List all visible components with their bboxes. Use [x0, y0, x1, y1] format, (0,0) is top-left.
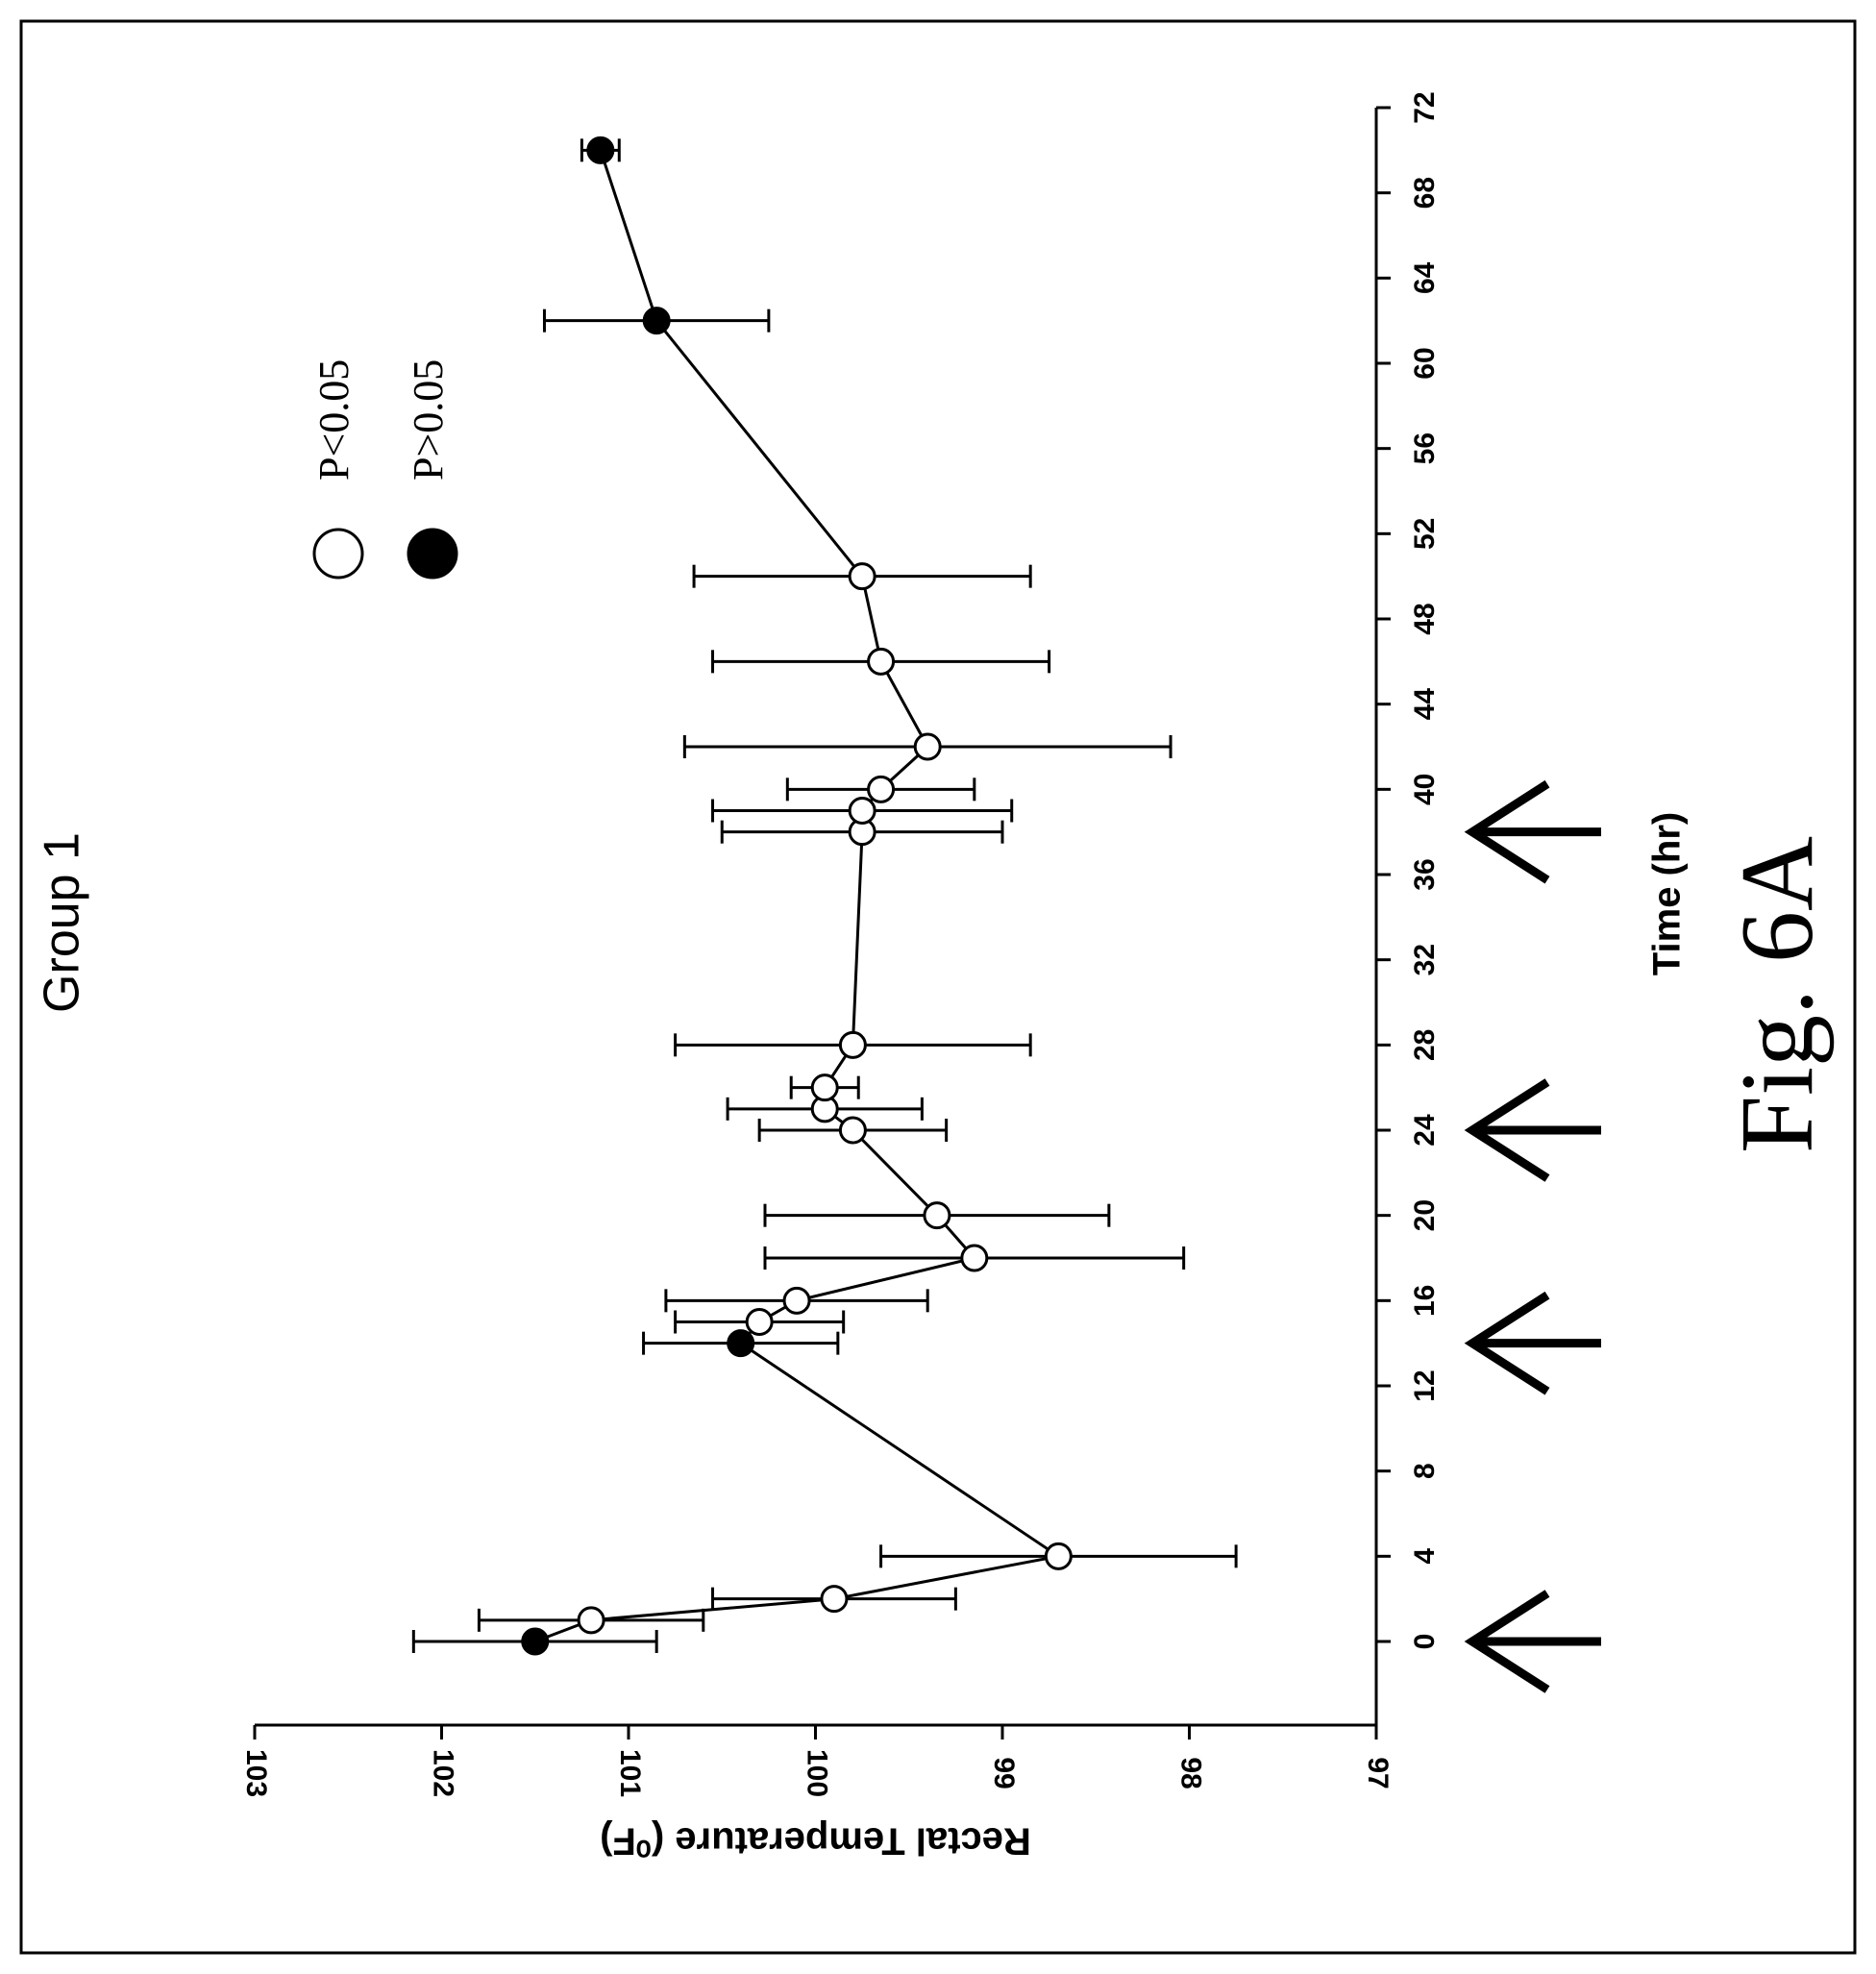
- x-axis-title: Time (hr): [1646, 812, 1689, 975]
- open-point: [810, 1073, 839, 1102]
- open-point: [848, 797, 876, 825]
- x-tick-label: 4: [1409, 1548, 1441, 1565]
- x-tick-label: 52: [1409, 518, 1441, 550]
- open-point: [960, 1244, 989, 1272]
- x-tick-label: 32: [1409, 944, 1441, 975]
- open-point: [867, 775, 896, 803]
- open-point: [838, 1030, 867, 1059]
- x-tick-label: 44: [1409, 688, 1441, 721]
- x-tick-label: 0: [1409, 1634, 1441, 1650]
- chart-title: Group 1: [35, 832, 90, 1013]
- data-series: [411, 136, 1238, 1656]
- filled-point: [586, 136, 615, 164]
- x-tick-label: 72: [1409, 91, 1441, 123]
- open-point: [745, 1308, 774, 1336]
- x-tick-label: 12: [1409, 1369, 1441, 1401]
- open-point: [1044, 1542, 1073, 1570]
- x-tick-label: 8: [1409, 1463, 1441, 1479]
- x-tick-label: 68: [1409, 177, 1441, 209]
- dose-arrows: [1464, 779, 1601, 1693]
- x-tick-label: 64: [1409, 261, 1441, 294]
- filled-point: [727, 1329, 755, 1358]
- figure-caption: Fig. 6A: [1720, 836, 1835, 1153]
- open-point: [577, 1606, 605, 1635]
- y-tick-label: 98: [1175, 1757, 1207, 1789]
- legend-open-circle-icon: [312, 528, 364, 580]
- arrow-head-icon: [1464, 1590, 1550, 1693]
- legend-filled-circle-icon: [407, 528, 458, 580]
- open-point: [782, 1286, 811, 1315]
- filled-point: [521, 1627, 550, 1656]
- open-point: [848, 562, 876, 591]
- y-tick-label: 101: [614, 1749, 646, 1797]
- y-tick-label: 103: [240, 1749, 272, 1797]
- y-tick-label: 97: [1362, 1757, 1394, 1789]
- x-tick-label: 48: [1409, 603, 1441, 634]
- y-axis-title: Rectal Temperature (⁰F): [600, 1819, 1031, 1862]
- legend-label: P>0.05: [405, 359, 452, 481]
- filled-point: [642, 307, 671, 335]
- x-tick-label: 60: [1409, 347, 1441, 379]
- x-tick-label: 40: [1409, 774, 1441, 805]
- x-tick-label: 16: [1409, 1285, 1441, 1317]
- arrow-head-icon: [1464, 779, 1550, 884]
- x-tick-label: 36: [1409, 858, 1441, 890]
- legend-label: P<0.05: [310, 359, 358, 481]
- open-point: [820, 1585, 849, 1614]
- open-point: [913, 732, 942, 761]
- y-tick-label: 100: [802, 1749, 833, 1797]
- y-tick-label: 102: [428, 1749, 459, 1797]
- x-tick-label: 24: [1409, 1114, 1441, 1147]
- y-tick-label: 99: [988, 1757, 1020, 1789]
- arrow-head-icon: [1464, 1291, 1550, 1395]
- series-line: [534, 149, 1063, 1643]
- x-tick-label: 56: [1409, 432, 1441, 464]
- figure-border: [19, 19, 1857, 1955]
- legend: P<0.05 P>0.05: [310, 359, 458, 580]
- arrow-head-icon: [1464, 1078, 1550, 1182]
- open-point: [867, 647, 896, 676]
- open-point: [923, 1201, 951, 1230]
- axes: 0481216202428323640444852566064687297989…: [240, 91, 1441, 1797]
- open-point: [838, 1116, 867, 1145]
- x-tick-label: 20: [1409, 1199, 1441, 1231]
- x-tick-label: 28: [1409, 1029, 1441, 1061]
- chart-labels: Rectal Temperature (⁰F) Time (hr) Group 1: [35, 812, 1689, 1863]
